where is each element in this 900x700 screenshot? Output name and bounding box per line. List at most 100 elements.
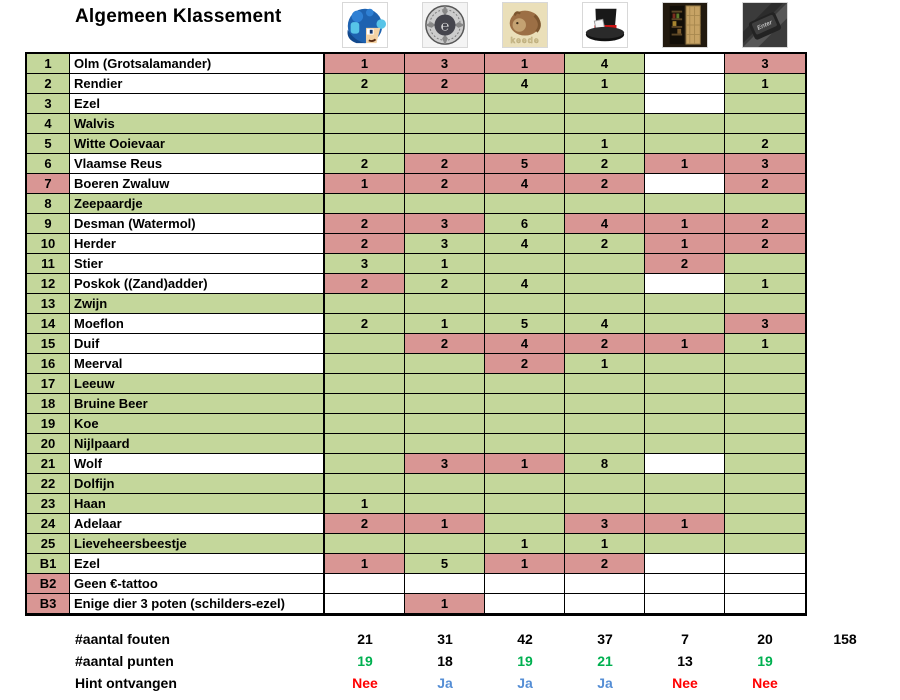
score-cell[interactable] xyxy=(645,74,725,94)
score-cell[interactable] xyxy=(485,434,565,454)
score-cell[interactable] xyxy=(485,94,565,114)
score-cell[interactable]: 3 xyxy=(405,214,485,234)
score-cell[interactable] xyxy=(725,354,805,374)
row-number-cell[interactable]: 22 xyxy=(27,474,70,494)
row-number-cell[interactable]: 4 xyxy=(27,114,70,134)
score-cell[interactable]: 2 xyxy=(325,514,405,534)
score-cell[interactable] xyxy=(485,374,565,394)
score-cell[interactable] xyxy=(645,594,725,614)
score-cell[interactable] xyxy=(405,354,485,374)
score-cell[interactable]: 2 xyxy=(405,334,485,354)
row-number-cell[interactable]: 18 xyxy=(27,394,70,414)
score-cell[interactable] xyxy=(565,114,645,134)
score-cell[interactable] xyxy=(325,454,405,474)
score-cell[interactable] xyxy=(645,114,725,134)
score-cell[interactable] xyxy=(645,54,725,74)
row-name-cell[interactable]: Ezel xyxy=(70,94,325,114)
score-cell[interactable] xyxy=(645,474,725,494)
row-name-cell[interactable]: Zwijn xyxy=(70,294,325,314)
row-name-cell[interactable]: Bruine Beer xyxy=(70,394,325,414)
score-cell[interactable] xyxy=(645,274,725,294)
row-number-cell[interactable]: 9 xyxy=(27,214,70,234)
row-name-cell[interactable]: Herder xyxy=(70,234,325,254)
score-cell[interactable]: 1 xyxy=(725,334,805,354)
score-cell[interactable] xyxy=(405,414,485,434)
score-cell[interactable]: 5 xyxy=(485,154,565,174)
score-cell[interactable]: 1 xyxy=(725,74,805,94)
score-cell[interactable]: 2 xyxy=(325,314,405,334)
score-cell[interactable] xyxy=(565,94,645,114)
score-cell[interactable] xyxy=(645,374,725,394)
score-cell[interactable] xyxy=(325,574,405,594)
row-number-cell[interactable]: 19 xyxy=(27,414,70,434)
score-cell[interactable]: 2 xyxy=(485,354,565,374)
row-name-cell[interactable]: Vlaamse Reus xyxy=(70,154,325,174)
score-cell[interactable]: 1 xyxy=(325,554,405,574)
score-cell[interactable] xyxy=(325,434,405,454)
score-cell[interactable] xyxy=(565,434,645,454)
score-cell[interactable] xyxy=(725,394,805,414)
score-cell[interactable] xyxy=(725,374,805,394)
score-cell[interactable] xyxy=(325,134,405,154)
row-number-cell[interactable]: 3 xyxy=(27,94,70,114)
score-cell[interactable] xyxy=(645,194,725,214)
score-cell[interactable]: 1 xyxy=(405,314,485,334)
row-name-cell[interactable]: Zeepaardje xyxy=(70,194,325,214)
score-cell[interactable] xyxy=(645,394,725,414)
row-name-cell[interactable]: Geen €-tattoo xyxy=(70,574,325,594)
score-cell[interactable]: 1 xyxy=(645,234,725,254)
score-cell[interactable]: 2 xyxy=(725,234,805,254)
score-cell[interactable]: 2 xyxy=(565,334,645,354)
score-cell[interactable]: 4 xyxy=(485,174,565,194)
score-cell[interactable]: 6 xyxy=(485,214,565,234)
score-cell[interactable]: 3 xyxy=(405,54,485,74)
row-name-cell[interactable]: Desman (Watermol) xyxy=(70,214,325,234)
row-name-cell[interactable]: Wolf xyxy=(70,454,325,474)
score-cell[interactable] xyxy=(485,574,565,594)
score-cell[interactable] xyxy=(565,194,645,214)
score-cell[interactable] xyxy=(325,534,405,554)
score-cell[interactable]: 4 xyxy=(485,74,565,94)
score-cell[interactable] xyxy=(565,274,645,294)
score-cell[interactable] xyxy=(405,494,485,514)
score-cell[interactable] xyxy=(485,494,565,514)
score-cell[interactable]: 1 xyxy=(645,214,725,234)
score-cell[interactable] xyxy=(725,554,805,574)
row-number-cell[interactable]: 14 xyxy=(27,314,70,334)
score-cell[interactable] xyxy=(325,594,405,614)
score-cell[interactable] xyxy=(725,514,805,534)
row-number-cell[interactable]: 8 xyxy=(27,194,70,214)
score-cell[interactable] xyxy=(485,294,565,314)
score-cell[interactable]: 2 xyxy=(565,154,645,174)
score-cell[interactable] xyxy=(405,94,485,114)
row-name-cell[interactable]: Lieveheersbeestje xyxy=(70,534,325,554)
score-cell[interactable] xyxy=(645,554,725,574)
score-cell[interactable] xyxy=(325,294,405,314)
score-cell[interactable]: 4 xyxy=(565,54,645,74)
score-cell[interactable]: 5 xyxy=(405,554,485,574)
score-cell[interactable] xyxy=(325,354,405,374)
score-cell[interactable] xyxy=(725,434,805,454)
score-cell[interactable] xyxy=(325,194,405,214)
row-name-cell[interactable]: Ezel xyxy=(70,554,325,574)
score-cell[interactable]: 3 xyxy=(405,454,485,474)
score-cell[interactable] xyxy=(405,374,485,394)
score-cell[interactable]: 1 xyxy=(485,454,565,474)
row-name-cell[interactable]: Meerval xyxy=(70,354,325,374)
score-cell[interactable] xyxy=(725,454,805,474)
score-cell[interactable]: 4 xyxy=(485,334,565,354)
score-cell[interactable]: 1 xyxy=(565,74,645,94)
score-cell[interactable] xyxy=(645,294,725,314)
row-number-cell[interactable]: 25 xyxy=(27,534,70,554)
score-cell[interactable] xyxy=(405,194,485,214)
row-number-cell[interactable]: 13 xyxy=(27,294,70,314)
score-cell[interactable] xyxy=(325,394,405,414)
score-cell[interactable]: 1 xyxy=(405,594,485,614)
score-cell[interactable]: 4 xyxy=(485,274,565,294)
score-cell[interactable]: 1 xyxy=(325,494,405,514)
score-cell[interactable]: 1 xyxy=(485,554,565,574)
score-cell[interactable] xyxy=(645,134,725,154)
score-cell[interactable]: 1 xyxy=(725,274,805,294)
score-cell[interactable] xyxy=(485,594,565,614)
row-name-cell[interactable]: Poskok ((Zand)adder) xyxy=(70,274,325,294)
